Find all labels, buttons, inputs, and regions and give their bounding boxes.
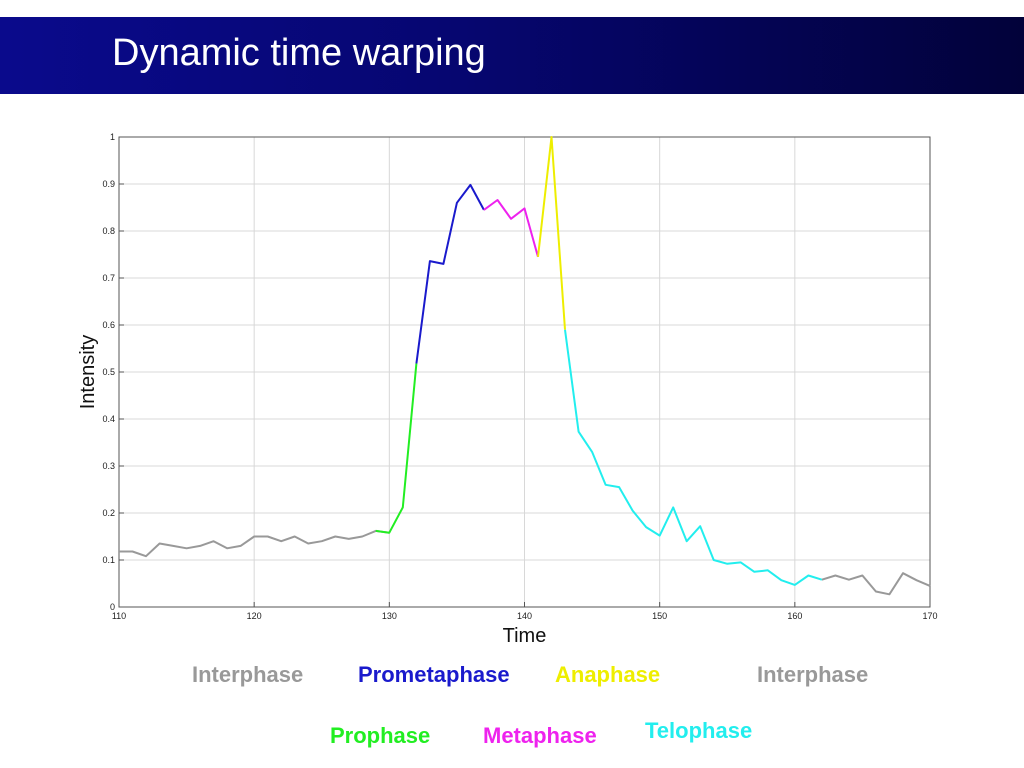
label-metaphase: Metaphase: [483, 723, 597, 748]
y-tick-label: 0.8: [102, 226, 115, 236]
x-tick-label: 150: [652, 611, 667, 621]
y-tick-label: 0.7: [102, 273, 115, 283]
x-tick-label: 120: [247, 611, 262, 621]
y-tick-label: 0.3: [102, 461, 115, 471]
y-tick-label: 1: [110, 132, 115, 142]
x-tick-label: 110: [112, 611, 126, 621]
slide-title: Dynamic time warping: [112, 32, 486, 74]
title-bar: Dynamic time warping: [0, 17, 1024, 94]
series-line-telophase: [564, 329, 823, 586]
label-interphase-left: Interphase: [192, 662, 304, 687]
x-tick-label: 130: [382, 611, 397, 621]
x-tick-label: 170: [922, 611, 937, 621]
label-telophase: Telophase: [645, 718, 753, 743]
label-prophase: Prophase: [330, 723, 431, 748]
x-axis-label: Time: [503, 625, 547, 647]
y-tick-label: 0.4: [102, 414, 115, 424]
series-line-interphase: [821, 572, 931, 596]
label-prometaphase: Prometaphase: [358, 662, 510, 687]
series-line-anaphase: [537, 136, 566, 330]
label-anaphase: Anaphase: [555, 662, 661, 687]
y-tick-label: 0.6: [102, 320, 115, 330]
x-tick-label: 140: [517, 611, 532, 621]
series-line-metaphase: [483, 199, 539, 258]
series-line-prophase: [375, 363, 418, 534]
label-interphase-right: Interphase: [757, 662, 869, 687]
y-tick-label: 0.1: [102, 555, 115, 565]
series-line-interphase: [119, 529, 390, 558]
y-tick-label: 0.2: [102, 508, 115, 518]
y-tick-label: 0.9: [102, 179, 115, 189]
y-tick-label: 0: [110, 602, 115, 612]
x-tick-label: 160: [787, 611, 802, 621]
y-tick-label: 0.5: [102, 367, 115, 377]
series-line-prometaphase: [415, 183, 485, 364]
y-axis-label: Intensity: [77, 335, 99, 409]
